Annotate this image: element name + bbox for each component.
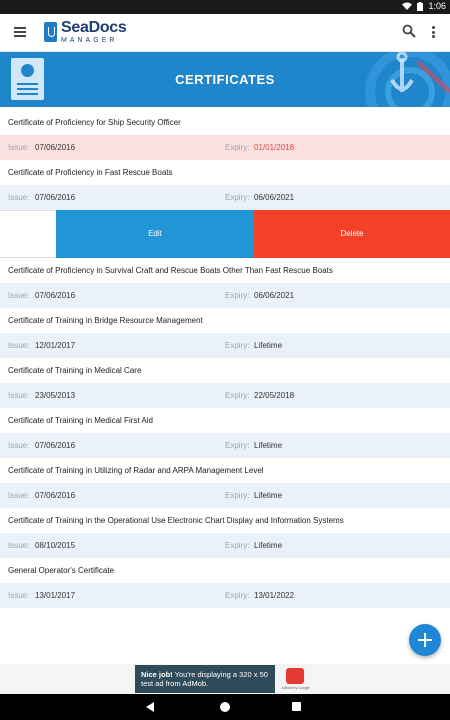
certificate-dates: Issue: 07/06/2016 Expiry: 01/01/2018 bbox=[0, 135, 450, 160]
certificate-name: Certificate of Training in Medical First… bbox=[0, 408, 450, 433]
wifi-icon bbox=[402, 2, 413, 10]
certificate-name: General Operator's Certificate bbox=[0, 558, 450, 583]
list-item[interactable]: Certificate of Training in Utilizing of … bbox=[0, 458, 450, 508]
expiry-label: Expiry: bbox=[225, 391, 250, 400]
page-title: CERTIFICATES bbox=[175, 72, 275, 87]
ad-bar: Nice job! You're displaying a 320 x 50 t… bbox=[0, 664, 450, 694]
ad-badge: AdMob by Google bbox=[281, 686, 310, 690]
search-icon[interactable] bbox=[402, 24, 416, 38]
issue-label: Issue: bbox=[8, 391, 30, 400]
expiry-label: Expiry: bbox=[225, 491, 250, 500]
certificate-dates: Issue: 07/06/2016 Expiry: Lifetime bbox=[0, 433, 450, 458]
certificate-name: Certificate of Proficiency in Fast Rescu… bbox=[0, 160, 450, 185]
add-certificate-button[interactable] bbox=[409, 624, 441, 656]
issue-label: Issue: bbox=[8, 491, 30, 500]
certificate-name: Certificate of Training in Medical Care bbox=[0, 358, 450, 383]
logo-subtitle: MANAGER bbox=[61, 37, 118, 44]
issue-date: 07/06/2016 bbox=[35, 491, 76, 500]
certificate-name: Certificate of Proficiency for Ship Secu… bbox=[0, 110, 450, 135]
certificate-name: Certificate of Training in Utilizing of … bbox=[0, 458, 450, 483]
list-item[interactable]: Certificate of Proficiency for Ship Secu… bbox=[0, 110, 450, 160]
expiry-date: 13/01/2022 bbox=[254, 591, 295, 600]
issue-label: Issue: bbox=[8, 441, 30, 450]
test-ad[interactable]: Nice job! You're displaying a 320 x 50 t… bbox=[135, 665, 316, 693]
issue-date: 07/06/2016 bbox=[35, 143, 76, 152]
issue-label: Issue: bbox=[8, 143, 30, 152]
expiry-label: Expiry: bbox=[225, 291, 250, 300]
admob-logo-icon: AdMob by Google bbox=[275, 665, 316, 693]
delete-button[interactable]: Delete bbox=[254, 210, 450, 258]
expiry-label: Expiry: bbox=[225, 143, 250, 152]
list-item[interactable]: General Operator's Certificate Issue: 13… bbox=[0, 558, 450, 608]
expiry-date: Lifetime bbox=[254, 341, 283, 350]
expiry-date: Lifetime bbox=[254, 491, 283, 500]
list-item[interactable]: Certificate of Proficiency in Fast Rescu… bbox=[0, 160, 450, 210]
expiry-date: 01/01/2018 bbox=[254, 143, 295, 152]
certificate-card-icon bbox=[11, 58, 44, 100]
issue-label: Issue: bbox=[8, 291, 30, 300]
issue-label: Issue: bbox=[8, 193, 30, 202]
back-icon[interactable] bbox=[146, 702, 154, 712]
certificate-dates: Issue: 07/06/2016 Expiry: 06/06/2021 bbox=[0, 283, 450, 308]
list-item[interactable]: Certificate of Proficiency in Survival C… bbox=[0, 258, 450, 308]
logo-title: SeaDocs bbox=[61, 19, 127, 36]
home-icon[interactable] bbox=[220, 702, 230, 712]
anchor-decoration-icon bbox=[365, 52, 450, 107]
app-bar: SeaDocs MANAGER bbox=[0, 14, 450, 52]
system-nav-bar bbox=[0, 694, 450, 720]
issue-date: 13/01/2017 bbox=[35, 591, 76, 600]
expiry-label: Expiry: bbox=[225, 193, 250, 202]
recents-icon[interactable] bbox=[292, 702, 301, 711]
expiry-label: Expiry: bbox=[225, 541, 250, 550]
issue-date: 07/06/2016 bbox=[35, 193, 76, 202]
issue-date: 12/01/2017 bbox=[35, 341, 76, 350]
expiry-date: 22/05/2018 bbox=[254, 391, 295, 400]
battery-icon bbox=[417, 1, 424, 11]
issue-label: Issue: bbox=[8, 541, 30, 550]
list-item[interactable]: Certificate of Training in Bridge Resour… bbox=[0, 308, 450, 358]
issue-label: Issue: bbox=[8, 591, 30, 600]
menu-icon[interactable] bbox=[14, 27, 26, 37]
certificate-name: Certificate of Training in the Operation… bbox=[0, 508, 450, 533]
status-bar: 1:06 bbox=[0, 0, 450, 14]
expiry-date: Lifetime bbox=[254, 541, 283, 550]
certificate-dates: Issue: 12/01/2017 Expiry: Lifetime bbox=[0, 333, 450, 358]
certificate-dates: Issue: 07/06/2016 Expiry: Lifetime bbox=[0, 483, 450, 508]
list-item[interactable]: Certificate of Training in the Operation… bbox=[0, 508, 450, 558]
expiry-date: 06/06/2021 bbox=[254, 193, 295, 202]
expiry-label: Expiry: bbox=[225, 591, 250, 600]
certificate-dates: Issue: 23/05/2013 Expiry: 22/05/2018 bbox=[0, 383, 450, 408]
ad-headline: Nice job! bbox=[141, 670, 173, 679]
more-vert-icon[interactable] bbox=[432, 26, 436, 38]
certificate-dates: Issue: 13/01/2017 Expiry: 13/01/2022 bbox=[0, 583, 450, 608]
anchor-icon bbox=[44, 22, 57, 42]
issue-date: 23/05/2013 bbox=[35, 391, 76, 400]
list-item[interactable]: Certificate of Training in Medical Care … bbox=[0, 358, 450, 408]
issue-label: Issue: bbox=[8, 341, 30, 350]
status-time: 1:06 bbox=[428, 1, 446, 11]
certificates-banner: CERTIFICATES bbox=[0, 52, 450, 107]
ad-text: You're displaying a 320 x 50 test ad fro… bbox=[141, 670, 268, 688]
certificate-name: Certificate of Training in Bridge Resour… bbox=[0, 308, 450, 333]
issue-date: 07/06/2016 bbox=[35, 291, 76, 300]
expiry-label: Expiry: bbox=[225, 441, 250, 450]
swipe-actions: Edit Delete bbox=[0, 210, 450, 258]
expiry-date: Lifetime bbox=[254, 441, 283, 450]
certificate-dates: Issue: 08/10/2015 Expiry: Lifetime bbox=[0, 533, 450, 558]
certificate-list: Certificate of Proficiency for Ship Secu… bbox=[0, 110, 450, 608]
list-item[interactable]: Certificate of Training in Medical First… bbox=[0, 408, 450, 458]
app-logo: SeaDocs MANAGER bbox=[44, 20, 127, 44]
certificate-name: Certificate of Proficiency in Survival C… bbox=[0, 258, 450, 283]
issue-date: 08/10/2015 bbox=[35, 541, 76, 550]
expiry-date: 06/06/2021 bbox=[254, 291, 295, 300]
expiry-label: Expiry: bbox=[225, 341, 250, 350]
issue-date: 07/06/2016 bbox=[35, 441, 76, 450]
swiped-item-edge bbox=[0, 210, 56, 258]
certificate-dates: Issue: 07/06/2016 Expiry: 06/06/2021 bbox=[0, 185, 450, 210]
edit-button[interactable]: Edit bbox=[56, 210, 254, 258]
